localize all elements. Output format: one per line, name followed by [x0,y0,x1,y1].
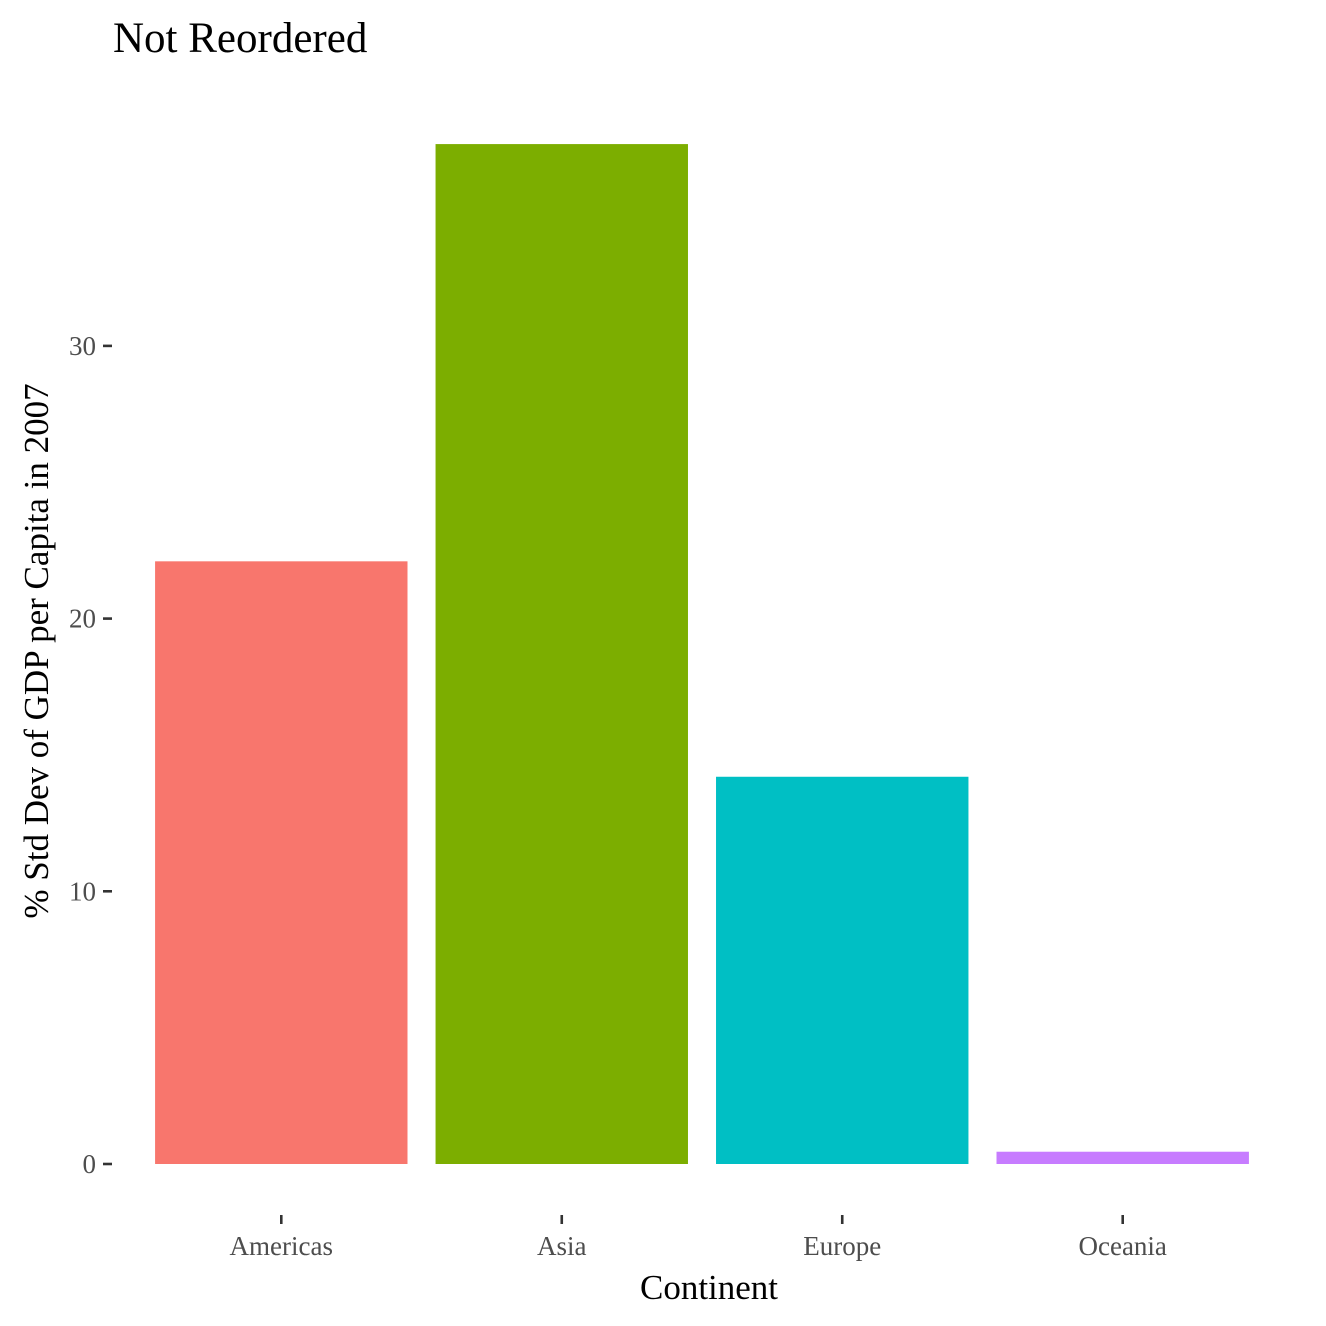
x-axis-title: Continent [640,1268,778,1307]
x-axis: Americas Asia Europe Oceania [230,1215,1167,1261]
x-tick-label-asia: Asia [537,1231,587,1261]
x-tick-label-americas: Americas [230,1231,333,1261]
y-tick-label-20: 20 [69,604,96,634]
y-tick-label-30: 30 [69,331,96,361]
bar-europe [716,776,969,1164]
bar-americas [155,561,408,1164]
y-tick-label-10: 10 [69,876,96,906]
x-tick-label-oceania: Oceania [1078,1231,1166,1261]
y-axis: 0 10 20 30 [69,331,112,1179]
x-tick-label-europe: Europe [803,1231,881,1261]
bar-oceania [996,1151,1249,1164]
y-tick-label-0: 0 [83,1149,97,1179]
chart-title: Not Reordered [113,15,367,62]
y-axis-title: % Std Dev of GDP per Capita in 2007 [17,383,56,918]
bar-asia [435,144,688,1164]
bars-layer [155,144,1249,1164]
